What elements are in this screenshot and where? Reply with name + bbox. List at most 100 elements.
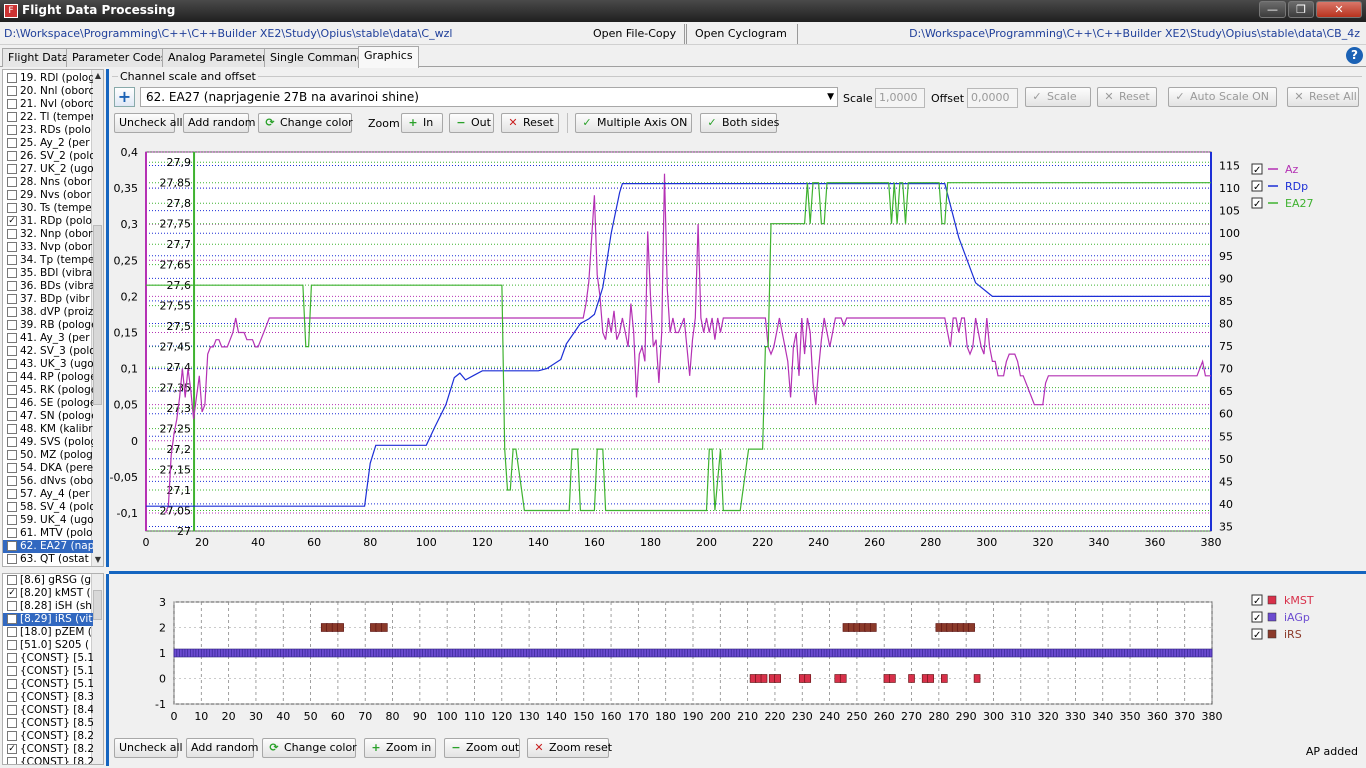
checkbox[interactable]: [7, 372, 17, 382]
checkbox[interactable]: [7, 190, 17, 200]
checkbox[interactable]: [7, 679, 17, 689]
checkbox[interactable]: [7, 99, 17, 109]
list-item[interactable]: 26. SV_2 (polo: [3, 150, 93, 163]
list-item[interactable]: 20. Nnl (oborc: [3, 85, 93, 98]
maximize-button[interactable]: ❐: [1288, 1, 1314, 18]
list-item[interactable]: {CONST} [8.5: [3, 717, 93, 730]
list-item[interactable]: 48. KM (kalibr: [3, 423, 93, 436]
list-item[interactable]: {CONST} [8.2: [3, 730, 93, 743]
scale-field[interactable]: 1,0000: [875, 88, 925, 108]
checkbox[interactable]: [7, 333, 17, 343]
uncheck-all-button[interactable]: Uncheck all: [114, 113, 183, 133]
checkbox[interactable]: [7, 398, 17, 408]
checkbox[interactable]: [7, 86, 17, 96]
list-item[interactable]: 42. SV_3 (polo: [3, 345, 93, 358]
list-item[interactable]: 49. SVS (pologe: [3, 436, 93, 449]
offset-field[interactable]: 0,0000: [967, 88, 1018, 108]
list-item[interactable]: 30. Ts (tempe: [3, 202, 93, 215]
checkbox[interactable]: [7, 359, 17, 369]
list-item[interactable]: [8.6] gRSG (g: [3, 574, 93, 587]
analog-parameter-list[interactable]: ▲ ▼ 19. RDl (polog 20. Nnl (oborc 21. Nvl …: [2, 69, 104, 567]
add-random-button[interactable]: Add random: [183, 113, 255, 133]
checkbox[interactable]: [7, 718, 17, 728]
list-item[interactable]: 34. Tp (tempe: [3, 254, 93, 267]
checkbox[interactable]: [7, 229, 17, 239]
checkbox[interactable]: [7, 177, 17, 187]
checkbox[interactable]: [7, 346, 17, 356]
list-item[interactable]: 38. dVP (proiz: [3, 306, 93, 319]
checkbox[interactable]: [7, 424, 17, 434]
list-item[interactable]: ✓ [8.29] iRS (vit: [3, 613, 93, 626]
list-item[interactable]: 21. Nvl (oborc: [3, 98, 93, 111]
checkbox[interactable]: [7, 502, 17, 512]
zoom-reset-button[interactable]: ✕ Reset: [501, 113, 559, 133]
parameters-line-chart[interactable]: 0,4 0,35 0,3 0,25 0,2 0,15 0,1 0,05 0 -0,05 -0,1 27…: [110, 140, 1364, 560]
upper-list-scrollbar[interactable]: ▲ ▼: [91, 70, 103, 566]
auto-scale-button[interactable]: ✓ Auto Scale ON: [1168, 87, 1277, 107]
both-sides-button[interactable]: ✓ Both sides: [700, 113, 779, 133]
zoom-in-button[interactable]: + In: [401, 113, 443, 133]
checkbox[interactable]: [7, 515, 17, 525]
checkbox[interactable]: ✓: [7, 216, 17, 226]
list-item[interactable]: 33. Nvp (obor: [3, 241, 93, 254]
list-item[interactable]: ✓ 31. RDp (polo: [3, 215, 93, 228]
list-item[interactable]: 63. QT (ostat: [3, 553, 93, 566]
lower-change-color-button[interactable]: ⟳ Change color: [262, 738, 357, 758]
checkbox[interactable]: [7, 320, 17, 330]
lower-zoom-reset-button[interactable]: ✕ Zoom reset: [527, 738, 612, 758]
list-item[interactable]: {CONST} [5.1: [3, 678, 93, 691]
checkbox[interactable]: [7, 757, 17, 764]
minimize-button[interactable]: —: [1259, 1, 1286, 18]
checkbox[interactable]: [7, 411, 17, 421]
list-item[interactable]: 19. RDl (polog: [3, 72, 93, 85]
checkbox[interactable]: [7, 705, 17, 715]
close-button[interactable]: ✕: [1316, 1, 1362, 18]
checkbox[interactable]: [7, 476, 17, 486]
list-item[interactable]: 44. RP (pologe: [3, 371, 93, 384]
vertical-splitter[interactable]: [106, 69, 109, 567]
tab-graphics[interactable]: Graphics: [358, 46, 419, 68]
lower-add-random-button[interactable]: Add random: [186, 738, 258, 758]
checkbox[interactable]: [7, 73, 17, 83]
checkbox[interactable]: [7, 554, 17, 564]
checkbox[interactable]: [7, 203, 17, 213]
tab-single-commands[interactable]: Single Commands: [264, 48, 376, 67]
checkbox[interactable]: [7, 653, 17, 663]
open-file-copy-button[interactable]: Open File-Copy: [583, 24, 688, 44]
list-item[interactable]: {CONST} [5.1: [3, 665, 93, 678]
list-item[interactable]: 57. Ay_4 (per: [3, 488, 93, 501]
checkbox[interactable]: [7, 268, 17, 278]
checkbox[interactable]: [7, 640, 17, 650]
list-item[interactable]: 58. SV_4 (polo: [3, 501, 93, 514]
scroll-down-icon[interactable]: ▼: [94, 555, 102, 564]
commands-timeline-chart[interactable]: 0 10 20 30 40 50 60 70 80 90 100 110 120 130 140 150 160…: [110, 578, 1364, 736]
list-item[interactable]: 28. Nns (obor: [3, 176, 93, 189]
list-item[interactable]: 35. BDl (vibra: [3, 267, 93, 280]
scroll-up-icon[interactable]: ▲: [94, 71, 102, 80]
horizontal-splitter[interactable]: [109, 571, 1366, 574]
change-color-button[interactable]: ⟳ Change color: [258, 113, 353, 133]
list-item[interactable]: [51.0] S205 (: [3, 639, 93, 652]
lower-zoom-out-button[interactable]: − Zoom out: [444, 738, 520, 758]
lower-uncheck-all-button[interactable]: Uncheck all: [114, 738, 183, 758]
checkbox[interactable]: [7, 692, 17, 702]
list-item[interactable]: 39. RB (pologe: [3, 319, 93, 332]
checkbox[interactable]: [7, 151, 17, 161]
checkbox[interactable]: [7, 463, 17, 473]
list-item[interactable]: ✓ [8.20] kMST (: [3, 587, 93, 600]
open-cyclogram-button[interactable]: Open Cyclogram: [684, 24, 798, 44]
list-item[interactable]: 29. Nvs (obor: [3, 189, 93, 202]
list-item[interactable]: 46. SE (pologe: [3, 397, 93, 410]
list-item[interactable]: 45. RK (pologe: [3, 384, 93, 397]
checkbox[interactable]: [7, 164, 17, 174]
checkbox[interactable]: [7, 385, 17, 395]
list-item[interactable]: 59. UK_4 (ugo: [3, 514, 93, 527]
list-item[interactable]: 47. SN (pologe: [3, 410, 93, 423]
scroll-thumb[interactable]: [93, 590, 102, 620]
list-item[interactable]: [18.0] pZEM (: [3, 626, 93, 639]
scroll-thumb[interactable]: [93, 225, 102, 405]
checkbox[interactable]: ✓: [7, 744, 17, 754]
zoom-out-button[interactable]: − Out: [449, 113, 494, 133]
list-item[interactable]: ✓ {CONST} [8.2: [3, 743, 93, 756]
tab-analog-parameters[interactable]: Analog Parameters: [162, 48, 279, 67]
